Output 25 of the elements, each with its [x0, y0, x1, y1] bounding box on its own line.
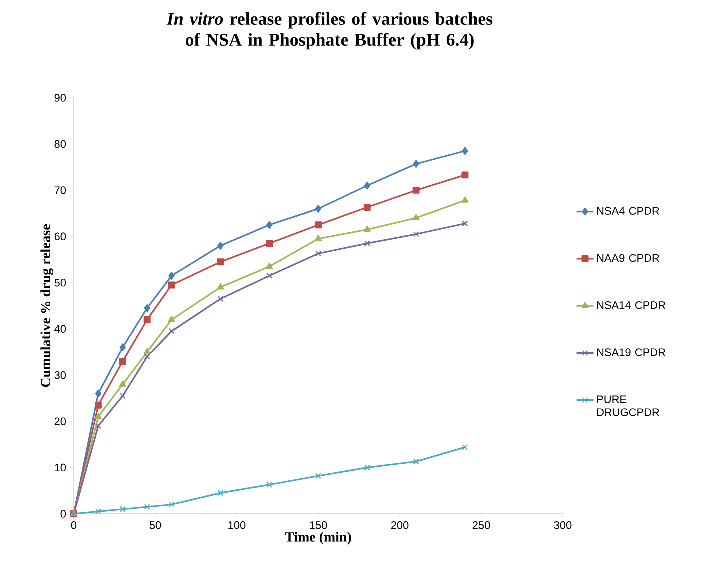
y-tick-label: 40	[54, 325, 66, 333]
x-axis-title: Time (min)	[285, 532, 352, 545]
y-tick-label: 10	[55, 464, 66, 472]
y-axis-title: Cumulative % drug release	[40, 224, 54, 388]
x-tick-label: 200	[391, 522, 409, 530]
x-tick-label: 100	[228, 522, 246, 530]
y-tick-label: 80	[54, 140, 66, 148]
y-tick-label: 0	[60, 510, 66, 518]
y-tick-label: 60	[54, 232, 66, 241]
legend-label: NSA19 CPDR	[597, 348, 666, 356]
x-tick-label: 150	[310, 522, 328, 530]
legend-label: NSA14 CPDR	[597, 302, 666, 310]
y-tick-label: 90	[54, 94, 66, 102]
y-tick-label: 20	[54, 418, 66, 426]
x-tick-label: 0	[71, 522, 77, 530]
x-tick-label: 250	[472, 522, 490, 530]
x-tick-label: 300	[554, 522, 572, 530]
y-tick-label: 70	[54, 186, 66, 194]
legend-label: NAA9 CPDR	[597, 254, 660, 262]
y-tick-label: 50	[54, 279, 66, 287]
y-tick-label: 30	[54, 371, 66, 380]
legend-label: NSA4 CPDR	[597, 207, 660, 215]
chart-title: In vitro release profiles of various batches of NSA in Phosphate Buffer (pH 6.4)	[166, 12, 493, 50]
legend-label: PURE DRUGCPDR	[597, 396, 660, 416]
x-tick-label: 50	[150, 522, 162, 530]
